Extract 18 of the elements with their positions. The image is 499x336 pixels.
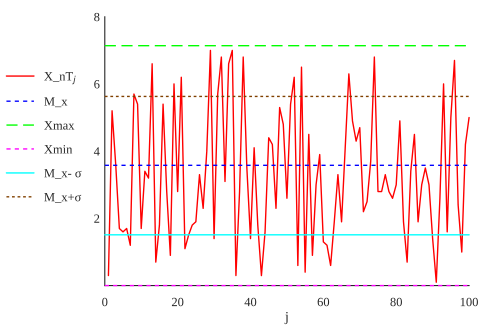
legend-label: M_x: [44, 97, 68, 108]
x-tick-label: 100: [460, 298, 478, 306]
legend-label: M_x+σ: [44, 193, 82, 203]
x-tick-label: 0: [102, 298, 108, 306]
line-series: [108, 50, 470, 283]
legend-label: M_x- σ: [44, 169, 82, 179]
x-tick-label: 40: [244, 298, 256, 306]
y-tick-label: 6: [94, 80, 100, 88]
x-tick-label: 60: [318, 298, 330, 306]
x-axis-title: j: [284, 312, 288, 324]
y-tick-label: 8: [94, 12, 100, 22]
legend-label: Xmax: [44, 121, 74, 130]
legend-label: Xmin: [44, 145, 72, 154]
y-tick-label: 2: [94, 214, 100, 223]
x-tick-label: 80: [390, 298, 402, 306]
y-tick-label: 4: [94, 147, 100, 156]
x-tick-label: 20: [172, 298, 184, 306]
legend-label: X_nT$_{j}$: [44, 72, 76, 84]
